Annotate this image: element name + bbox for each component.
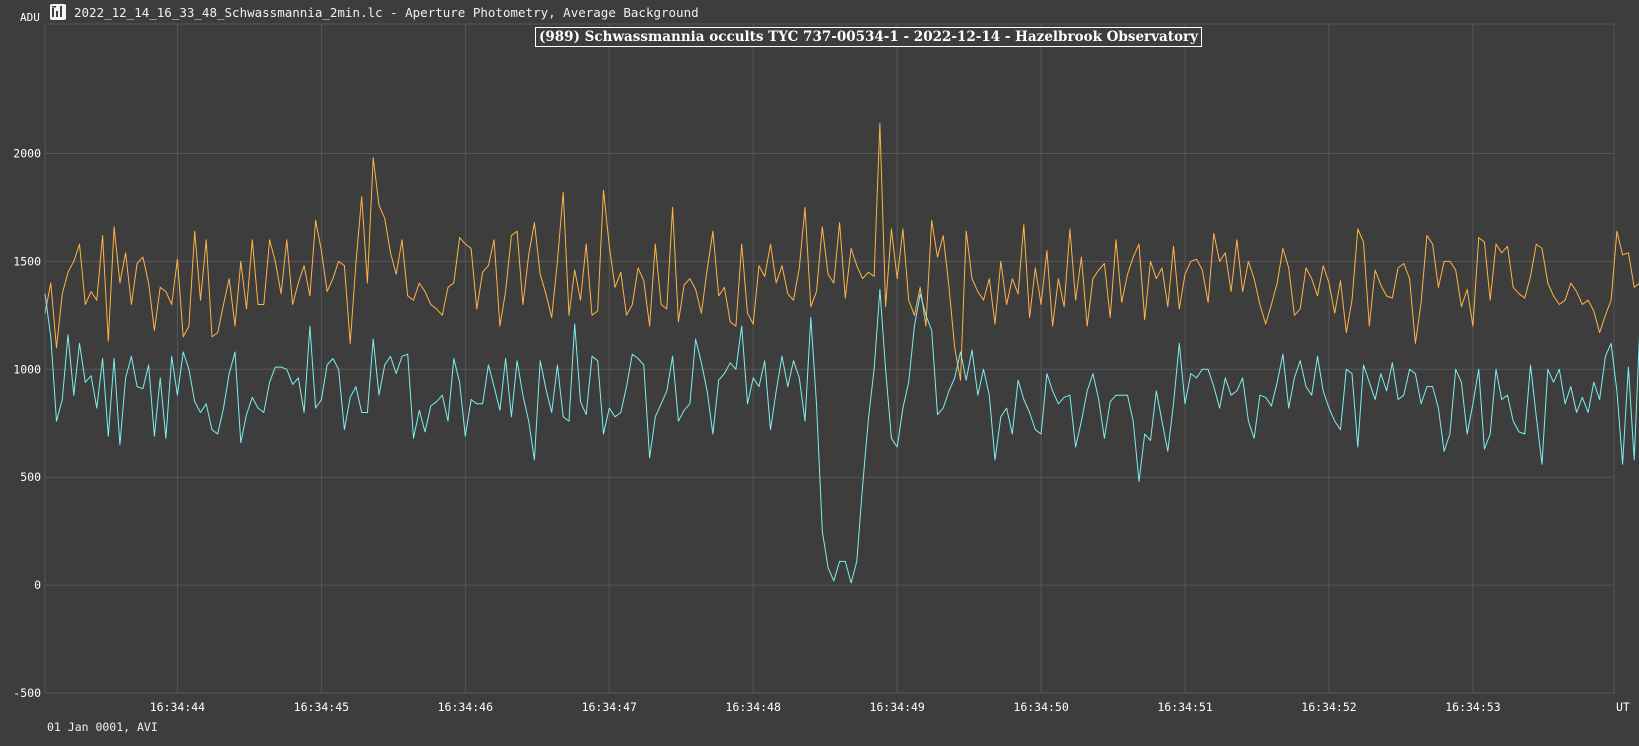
y-axis-label: ADU [20,11,40,24]
x-tick-label: 16:34:47 [582,700,637,714]
y-tick-label: 1500 [13,254,41,268]
series-line-target [44,288,1639,584]
y-tick-label: -500 [13,686,41,700]
y-tick-label: 0 [34,578,41,592]
x-tick-label: 16:34:45 [294,700,349,714]
x-tick-label: 16:34:53 [1445,700,1500,714]
x-tick-label: 16:34:49 [869,700,924,714]
series-line-comparison [44,122,1639,381]
x-tick-label: 16:34:44 [150,700,205,714]
y-tick-label: 2000 [13,146,41,160]
x-tick-label: 16:34:52 [1301,700,1356,714]
x-tick-label: 16:34:46 [438,700,493,714]
window-title: 2022_12_14_16_33_48_Schwassmannia_2min.l… [74,4,699,20]
y-tick-label: 1000 [13,362,41,376]
x-axis-label: UT [1616,700,1630,714]
lightcurve-app-icon [50,4,66,20]
x-tick-label: 16:34:50 [1013,700,1068,714]
x-tick-label: 16:34:51 [1157,700,1212,714]
y-tick-label: 500 [20,470,41,484]
window-title-bar: 2022_12_14_16_33_48_Schwassmannia_2min.l… [50,3,699,21]
footer-date-label: 01 Jan 0001, AVI [47,720,158,734]
chart-title: (989) Schwassmannia occults TYC 737-0053… [535,27,1202,47]
plot-area-border [44,23,1615,694]
x-tick-label: 16:34:48 [726,700,781,714]
